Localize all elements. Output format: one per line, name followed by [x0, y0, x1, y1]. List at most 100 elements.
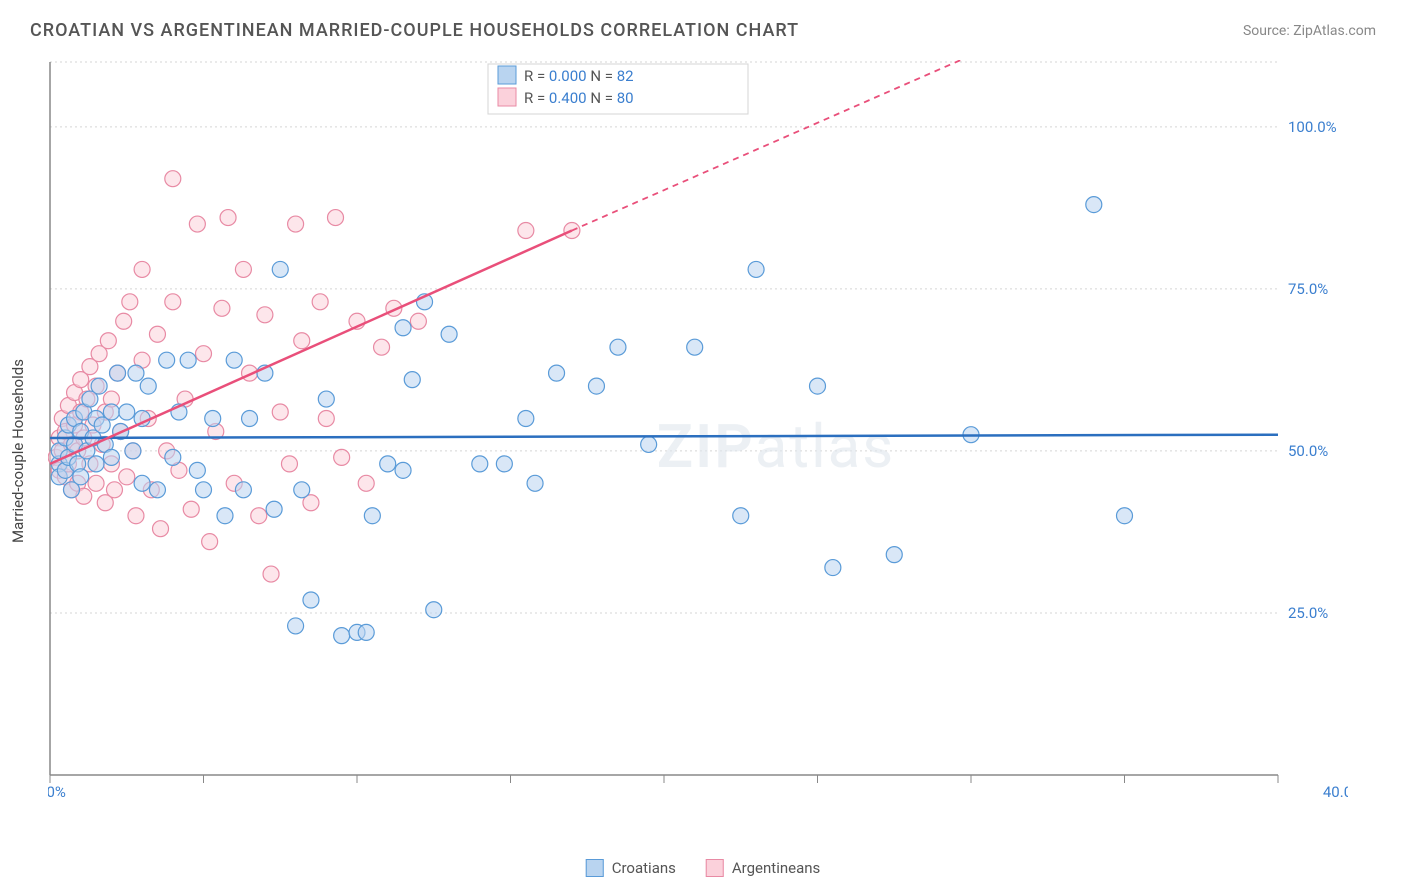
y-axis-label: Married-couple Households [9, 359, 27, 543]
scatter-point [886, 547, 902, 563]
scatter-point [610, 339, 626, 355]
scatter-point [251, 508, 267, 524]
scatter-point [518, 411, 534, 427]
scatter-point [358, 475, 374, 491]
scatter-point [159, 352, 175, 368]
legend-label: Croatians [612, 859, 676, 877]
legend-item: Croatians [586, 859, 676, 877]
legend-swatch [586, 859, 604, 877]
scatter-point [122, 294, 138, 310]
scatter-point [183, 501, 199, 517]
scatter-point [472, 456, 488, 472]
scatter-point [189, 462, 205, 478]
top-legend-text: R = 0.400 N = 80 [524, 89, 634, 107]
scatter-point [404, 372, 420, 388]
scatter-point [153, 521, 169, 537]
scatter-point [1086, 197, 1102, 213]
scatter-point [518, 223, 534, 239]
scatter-point [374, 339, 390, 355]
scatter-point [110, 365, 126, 381]
scatter-point [281, 456, 297, 472]
scatter-point [205, 411, 221, 427]
scatter-point [380, 456, 396, 472]
scatter-point [395, 320, 411, 336]
scatter-point [687, 339, 703, 355]
scatter-point [134, 475, 150, 491]
scatter-point [426, 602, 442, 618]
scatter-point [410, 313, 426, 329]
scatter-point [196, 482, 212, 498]
trend-line [50, 231, 572, 464]
scatter-point [149, 326, 165, 342]
scatter-point [318, 391, 334, 407]
scatter-point [125, 443, 141, 459]
legend-label: Argentineans [732, 859, 820, 877]
bottom-legend: Croatians Argentineans [586, 859, 821, 877]
scatter-point [263, 566, 279, 582]
scatter-point [328, 210, 344, 226]
scatter-point [318, 411, 334, 427]
scatter-point [165, 449, 181, 465]
scatter-point [496, 456, 512, 472]
scatter-point [364, 508, 380, 524]
chart-area: Married-couple Households 25.0%50.0%75.0… [48, 60, 1386, 842]
scatter-point [220, 210, 236, 226]
scatter-point [214, 300, 230, 316]
x-tick-label: 0.0% [48, 783, 66, 800]
scatter-point [549, 365, 565, 381]
scatter-point [641, 436, 657, 452]
scatter-point [226, 352, 242, 368]
scatter-point [88, 456, 104, 472]
y-tick-label: 100.0% [1288, 118, 1337, 136]
legend-swatch [706, 859, 724, 877]
scatter-point [189, 216, 205, 232]
scatter-point [294, 482, 310, 498]
scatter-point [180, 352, 196, 368]
scatter-point [288, 216, 304, 232]
top-legend-swatch [498, 66, 516, 84]
scatter-point [358, 624, 374, 640]
scatter-point [106, 482, 122, 498]
scatter-point [266, 501, 282, 517]
scatter-point [196, 346, 212, 362]
scatter-point [100, 333, 116, 349]
scatter-point [257, 307, 273, 323]
scatter-point [272, 404, 288, 420]
scatter-point [288, 618, 304, 634]
scatter-point [140, 378, 156, 394]
scatter-point [128, 365, 144, 381]
x-tick-label: 40.0% [1323, 783, 1348, 800]
scatter-point [733, 508, 749, 524]
scatter-point [217, 508, 233, 524]
scatter-point [116, 313, 132, 329]
scatter-point [312, 294, 328, 310]
scatter-point [1117, 508, 1133, 524]
scatter-point [91, 378, 107, 394]
scatter-point [88, 475, 104, 491]
scatter-point [119, 404, 135, 420]
scatter-point [165, 171, 181, 187]
scatter-point [202, 534, 218, 550]
scatter-point [103, 449, 119, 465]
y-tick-label: 25.0% [1288, 604, 1328, 622]
scatter-point [103, 404, 119, 420]
scatter-point [128, 508, 144, 524]
scatter-point [303, 592, 319, 608]
y-tick-label: 50.0% [1288, 442, 1328, 460]
scatter-point [825, 560, 841, 576]
scatter-chart-svg: 25.0%50.0%75.0%100.0%ZIPatlas0.0%40.0%R … [48, 60, 1348, 800]
trend-line [50, 435, 1278, 438]
scatter-point [272, 261, 288, 277]
scatter-point [235, 482, 251, 498]
chart-title: CROATIAN VS ARGENTINEAN MARRIED-COUPLE H… [30, 20, 799, 41]
scatter-point [588, 378, 604, 394]
legend-item: Argentineans [706, 859, 820, 877]
scatter-point [441, 326, 457, 342]
scatter-point [134, 261, 150, 277]
source-attribution: Source: ZipAtlas.com [1243, 23, 1376, 39]
scatter-point [395, 462, 411, 478]
watermark: ZIPatlas [657, 411, 896, 482]
top-legend-swatch [498, 88, 516, 106]
scatter-point [334, 628, 350, 644]
scatter-point [119, 469, 135, 485]
